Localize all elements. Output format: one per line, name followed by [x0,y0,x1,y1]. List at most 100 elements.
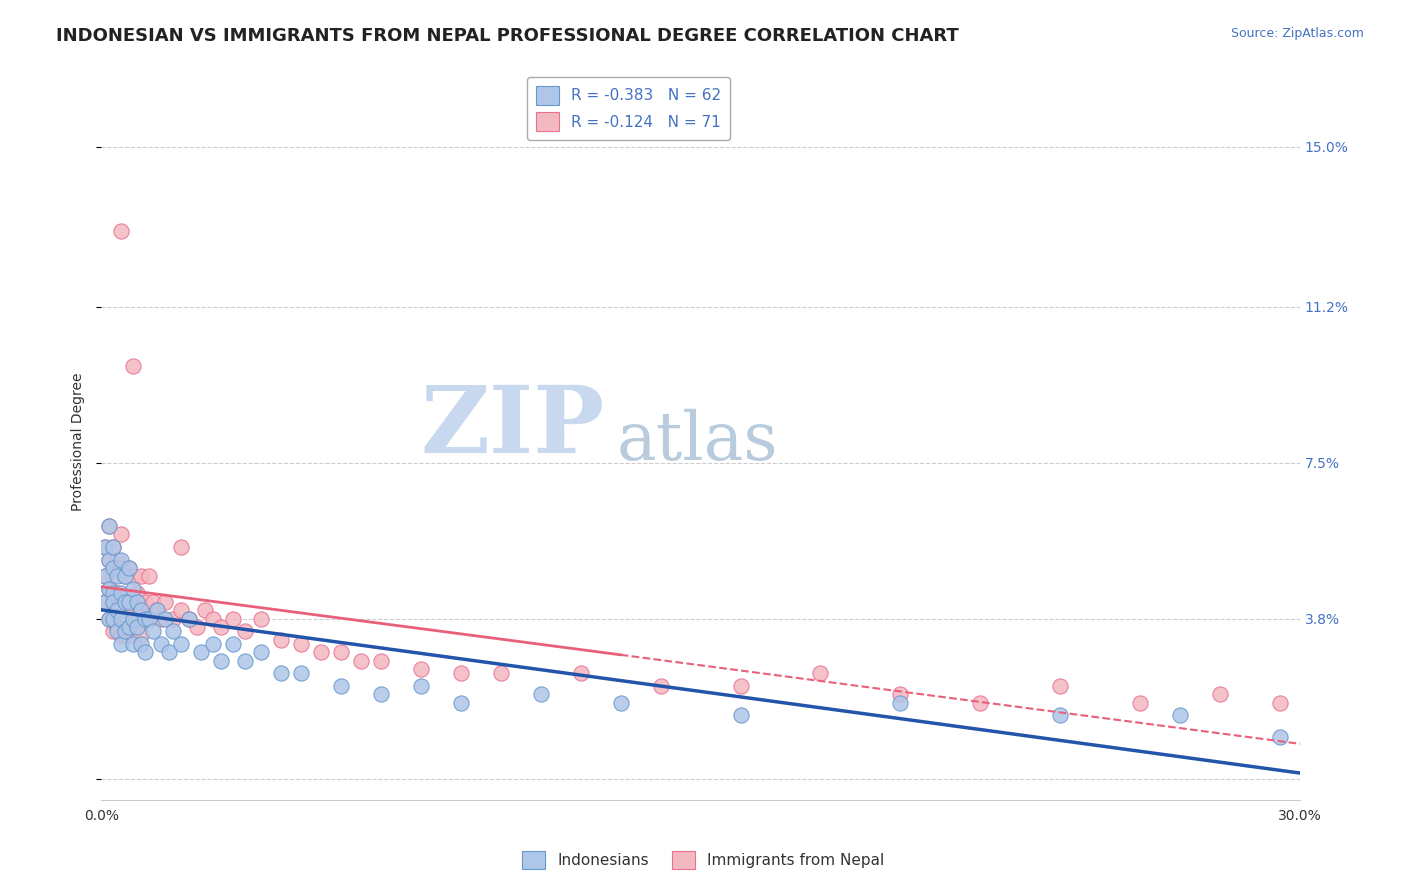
Point [98,582,121,596]
Point [118,561,141,575]
Point [110,561,132,575]
Point [94,569,117,583]
Point [194,603,217,617]
Point [114,569,136,583]
Point [1049,679,1071,693]
Point [146,603,169,617]
Point [105,569,128,583]
Legend: R = -0.383   N = 62, R = -0.124   N = 71: R = -0.383 N = 62, R = -0.124 N = 71 [527,77,731,140]
Point [153,595,176,609]
Point [103,569,125,583]
Point [290,666,312,681]
Point [450,696,472,710]
Point [409,679,432,693]
Point [105,624,128,639]
Point [1268,696,1291,710]
Point [138,611,160,625]
Point [98,552,121,566]
Point [98,611,121,625]
Point [450,666,472,681]
Point [179,611,201,625]
Point [330,645,353,659]
Point [190,645,212,659]
Point [94,595,117,609]
Point [114,624,136,639]
Point [103,561,125,575]
Point [330,679,353,693]
Point [202,611,225,625]
Point [122,359,145,373]
Point [94,540,117,554]
Point [98,519,121,533]
Point [170,540,193,554]
Point [103,624,125,639]
Point [150,611,173,625]
Point [309,645,332,659]
Point [1209,688,1232,702]
Point [127,586,149,600]
Y-axis label: Professional Degree: Professional Degree [72,372,86,511]
Point [129,628,152,642]
Point [122,569,145,583]
Point [370,654,392,668]
Text: Source: ZipAtlas.com: Source: ZipAtlas.com [1230,27,1364,40]
Point [1049,708,1071,723]
Point [250,645,273,659]
Point [233,654,256,668]
Point [138,569,160,583]
Point [179,611,201,625]
Point [569,666,592,681]
Point [122,582,145,596]
Point [114,595,136,609]
Point [134,645,156,659]
Point [94,540,117,554]
Point [105,603,128,617]
Point [290,637,312,651]
Point [162,611,184,625]
Point [146,603,169,617]
Point [129,603,152,617]
Point [209,654,232,668]
Point [730,679,752,693]
Point [110,628,132,642]
Point [889,688,911,702]
Point [810,666,832,681]
Point [233,624,256,639]
Point [110,224,132,238]
Point [609,696,631,710]
Point [94,595,117,609]
Point [186,620,208,634]
Point [409,662,432,676]
Point [98,611,121,625]
Point [138,611,160,625]
Point [222,637,245,651]
Point [110,552,132,566]
Point [150,637,173,651]
Point [114,603,136,617]
Point [1168,708,1191,723]
Point [103,611,125,625]
Point [103,595,125,609]
Legend: Indonesians, Immigrants from Nepal: Indonesians, Immigrants from Nepal [516,845,890,875]
Point [142,624,165,639]
Point [170,603,193,617]
Point [170,637,193,651]
Point [94,569,117,583]
Point [730,708,752,723]
Point [489,666,512,681]
Text: atlas: atlas [617,409,778,475]
Point [650,679,672,693]
Point [103,586,125,600]
Point [105,620,128,634]
Point [105,552,128,566]
Point [134,611,156,625]
Point [110,527,132,541]
Point [127,595,149,609]
Point [969,696,991,710]
Point [129,603,152,617]
Point [103,540,125,554]
Point [270,666,292,681]
Point [110,611,132,625]
Point [98,519,121,533]
Point [1268,730,1291,744]
